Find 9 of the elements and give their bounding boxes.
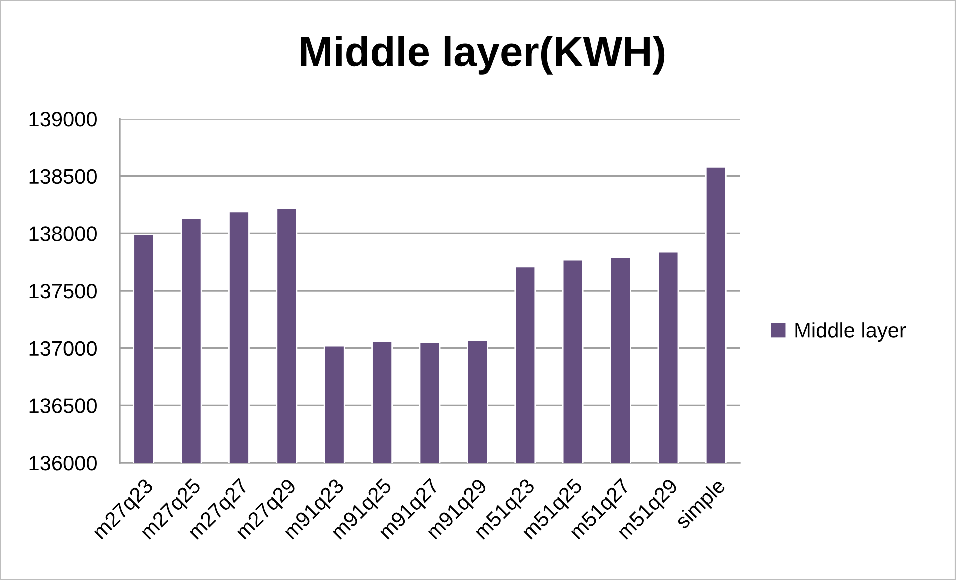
y-tick-label: 138500 [30, 169, 97, 184]
y-tick-label: 139000 [30, 112, 97, 127]
legend-label: Middle layer [796, 322, 906, 342]
y-tick-label: 136000 [30, 456, 97, 471]
y-tick-label: 138000 [30, 226, 97, 242]
y-tick-label: 137000 [30, 341, 97, 356]
chart-title: Middle layer(KWH) [301, 36, 665, 75]
y-tick-label: 137500 [30, 284, 97, 299]
y-tick-label: 136500 [30, 398, 97, 414]
